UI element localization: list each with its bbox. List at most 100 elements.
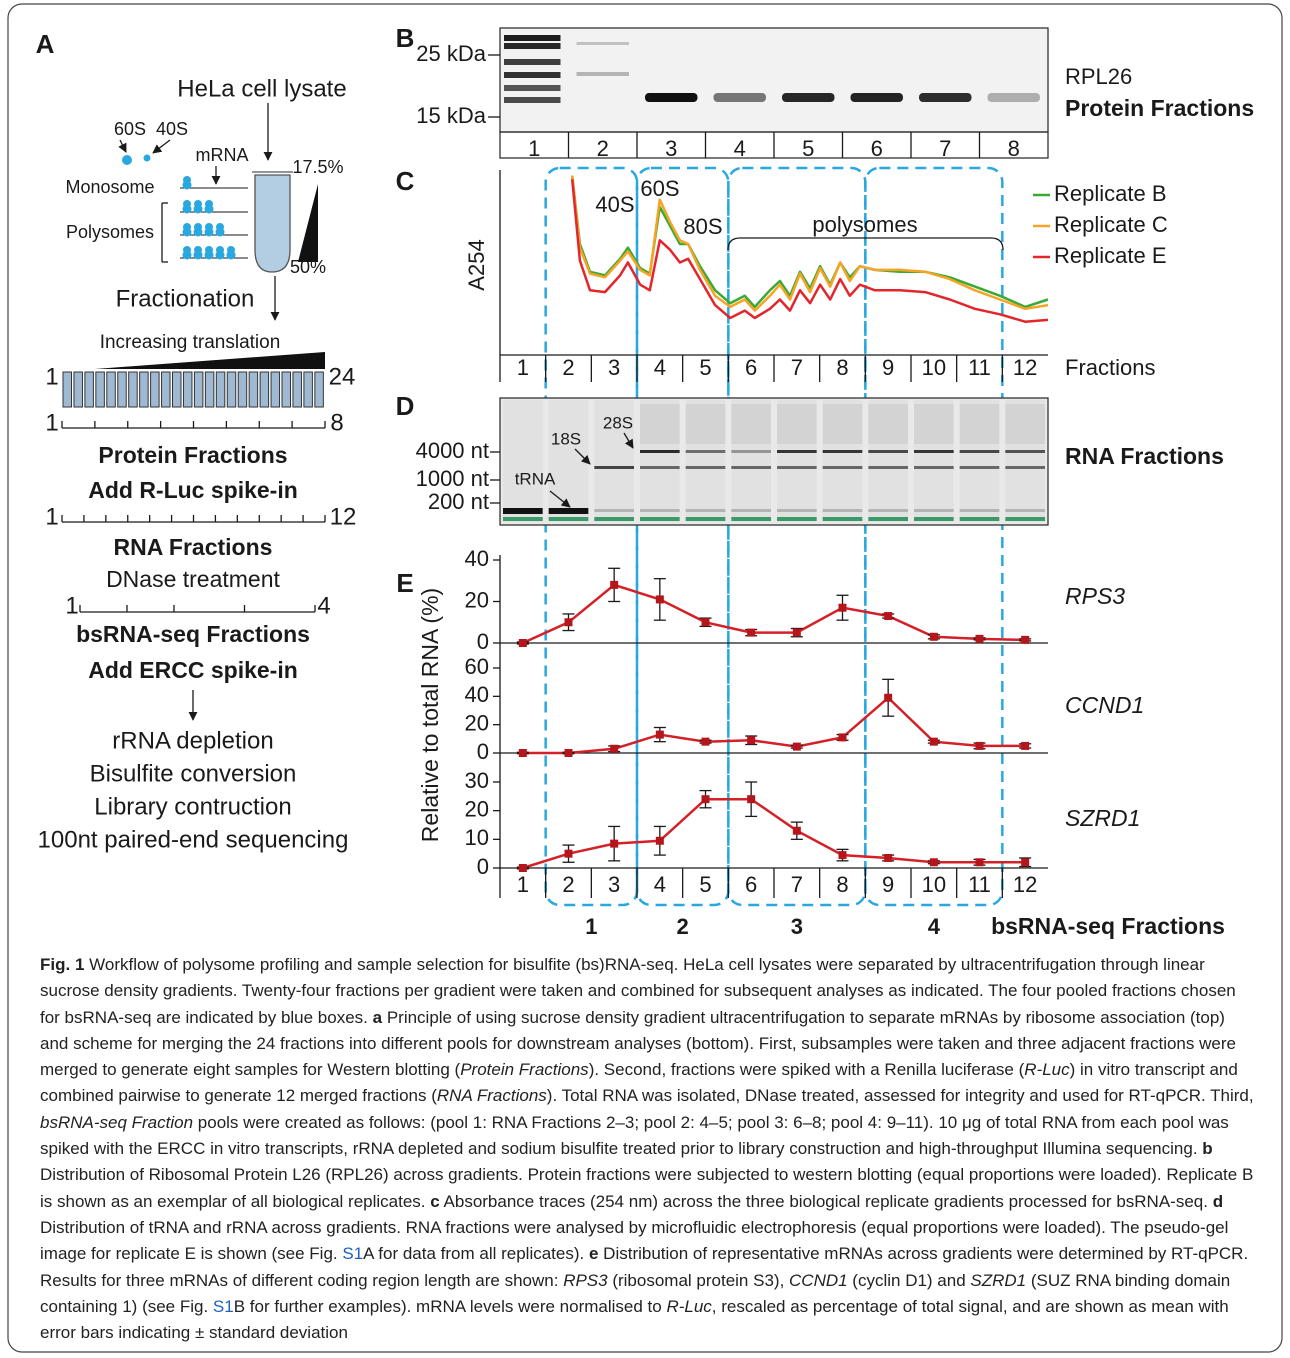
caption-text: pools were created as follows: (pool 1: … <box>40 1112 1229 1159</box>
rrna-18s-band <box>777 466 817 469</box>
gel-lane <box>640 400 680 522</box>
trna-band <box>503 508 543 514</box>
pool-label: 3 <box>791 914 803 939</box>
caption-text: a <box>372 1007 383 1027</box>
ladder-band <box>504 72 561 78</box>
caption-text: R-Luc <box>666 1296 712 1316</box>
mean-marker <box>747 795 756 804</box>
mean-marker <box>564 849 573 858</box>
range-label: 1 <box>45 409 58 436</box>
gel-smear <box>685 404 726 444</box>
fraction-tube <box>248 371 259 408</box>
y-axis-label: Relative to total RNA (%) <box>417 588 443 842</box>
x-tick-label: 5 <box>699 872 711 897</box>
gel-smear <box>640 404 680 444</box>
gel-lane <box>914 400 954 522</box>
mean-marker <box>838 851 847 860</box>
fraction-tube <box>139 371 149 408</box>
caption-text: RNA Fractions <box>436 1086 547 1106</box>
figure-link[interactable]: S1 <box>342 1244 364 1264</box>
fraction-tube <box>128 371 138 408</box>
legend-label: Replicate E <box>1054 243 1167 268</box>
fraction-tube <box>204 371 215 408</box>
caption-text: CCND1 <box>789 1270 848 1290</box>
mean-marker <box>701 795 710 804</box>
range-label: 12 <box>330 503 357 530</box>
mean-marker <box>610 744 619 753</box>
y-tick-label: 0 <box>477 739 489 764</box>
rna-fractions: RNA Fractions <box>114 534 273 560</box>
mean-marker <box>838 603 847 612</box>
mrna-label: mRNA <box>196 145 249 165</box>
lane-label: 3 <box>665 136 677 161</box>
mean-line <box>522 696 1026 755</box>
mean-marker <box>564 749 573 757</box>
gel-smear <box>777 404 817 444</box>
trna-band <box>548 508 589 514</box>
marker-band <box>822 517 863 521</box>
arrow <box>152 139 171 154</box>
peak-annotation: 60S <box>640 176 679 201</box>
x-tick-label: 9 <box>882 872 894 897</box>
figure-link[interactable]: S1 <box>212 1296 234 1316</box>
ribosome <box>215 250 225 260</box>
gel-lane <box>1005 400 1045 522</box>
rrna-18s-band <box>731 466 771 469</box>
marker-band <box>1005 517 1045 521</box>
caption-text: ). Second, fractions were spiked with a … <box>588 1060 1025 1080</box>
x-tick-label: 7 <box>791 872 803 897</box>
rpl26-band <box>645 93 698 102</box>
rrna-28s-band <box>914 450 954 453</box>
y-tick-label: 20 <box>465 710 489 735</box>
mean-marker <box>1021 858 1030 867</box>
x-tick-label: 1 <box>517 872 529 897</box>
x-tick-label: 3 <box>608 872 620 897</box>
x-tick-label: 8 <box>836 872 848 897</box>
range-label: 1 <box>65 592 78 619</box>
ribosome <box>215 227 225 237</box>
mean-marker <box>655 730 664 739</box>
fraction-label: 9 <box>882 355 894 380</box>
caption-text: R-Luc <box>1024 1060 1070 1080</box>
pool-box <box>544 166 639 907</box>
fraction-tube <box>73 371 83 408</box>
size-marker: 1000 nt <box>416 466 489 491</box>
caption-text: Distribution of Ribosomal Protein L26 (R… <box>40 1165 1254 1211</box>
x-tick-label: 6 <box>745 872 757 897</box>
trna-band <box>777 509 817 512</box>
x-tick-label: 11 <box>968 872 991 897</box>
mean-marker <box>747 736 756 745</box>
size-marker: 15 kDa <box>416 103 486 128</box>
legend-label: Replicate C <box>1054 212 1168 237</box>
legend-label: Replicate B <box>1054 181 1167 206</box>
trna-band <box>594 509 634 512</box>
caption-text: SZRD1 <box>970 1270 1027 1290</box>
fraction-label: 1 <box>517 355 529 380</box>
rrna-18s-band <box>822 466 863 469</box>
caption-text: RPS3 <box>563 1270 608 1290</box>
ribosome <box>193 250 203 260</box>
lane-label: 7 <box>939 136 951 161</box>
fraction-tube <box>215 371 226 408</box>
rrna-28s-band <box>685 450 726 453</box>
mean-marker <box>929 858 938 867</box>
ribosome <box>182 227 192 237</box>
ribosome <box>182 204 192 214</box>
rrna-18s-band <box>594 466 634 469</box>
marker-band <box>777 517 817 521</box>
marker-band <box>731 517 771 521</box>
bs-fractions: bsRNA-seq Fractions <box>76 621 310 647</box>
mean-marker <box>838 733 847 742</box>
x-tick-label: 12 <box>1013 872 1037 897</box>
panel-label: A <box>36 29 55 59</box>
mean-marker <box>655 595 664 604</box>
fraction-tube <box>150 371 160 408</box>
caption-text: Protein Fractions <box>460 1060 589 1080</box>
arrow <box>574 448 591 465</box>
gel-lane <box>822 400 863 522</box>
mean-marker <box>518 639 527 647</box>
rrna-18s-band <box>868 466 908 469</box>
gene-label: RPS3 <box>1065 583 1125 609</box>
